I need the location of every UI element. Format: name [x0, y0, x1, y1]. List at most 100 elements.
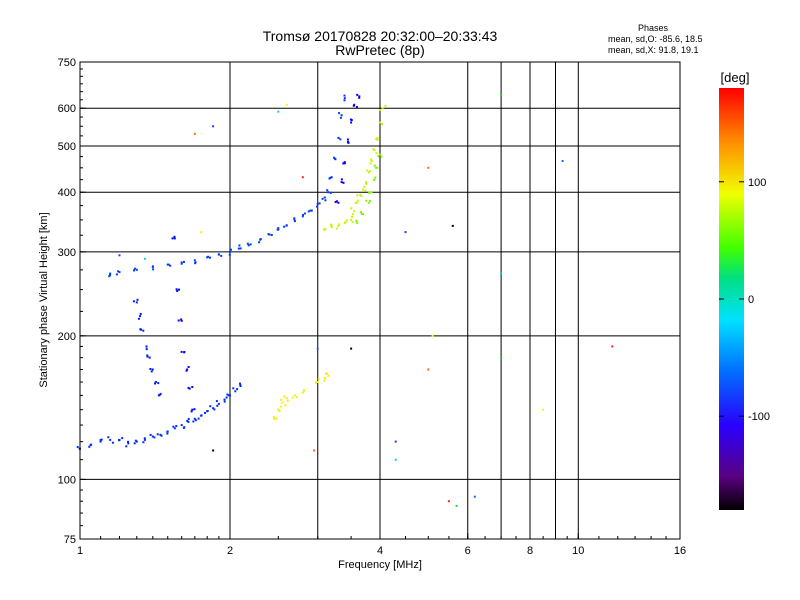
data-point [173, 237, 176, 240]
data-point [249, 243, 252, 246]
data-point [194, 261, 197, 264]
data-point [166, 430, 169, 433]
data-point [381, 107, 384, 110]
phase-stats-heading: Phases [638, 23, 669, 33]
data-point [344, 221, 347, 224]
y-axis-label: Stationary phase Virtual Height [km] [38, 212, 50, 387]
data-point [143, 438, 146, 441]
data-point [197, 417, 200, 420]
data-point [151, 368, 154, 371]
data-point [180, 319, 183, 322]
data-point [109, 274, 111, 277]
data-point [369, 162, 372, 165]
data-point [277, 110, 280, 113]
data-point [335, 200, 338, 203]
data-point [183, 351, 186, 354]
data-point [190, 410, 193, 413]
data-point [117, 270, 120, 273]
data-point [200, 231, 203, 234]
chart-title: Tromsø 20170828 20:32:00–20:33:43 [263, 28, 498, 44]
data-point [293, 217, 296, 220]
x-axis-label: Frequency [MHz] [338, 559, 422, 571]
data-point [351, 221, 354, 224]
data-point [343, 97, 346, 100]
data-point [354, 201, 357, 204]
data-point [315, 381, 317, 384]
y-tick-label: 600 [58, 103, 76, 115]
data-point [358, 95, 361, 98]
data-point [337, 201, 340, 204]
data-point [333, 156, 336, 159]
data-point [238, 244, 241, 247]
data-point [295, 396, 298, 399]
data-point [335, 227, 338, 230]
data-point [270, 234, 273, 236]
data-point [277, 408, 280, 411]
data-point [187, 386, 190, 389]
data-point [187, 366, 190, 368]
data-point [234, 390, 237, 393]
data-point [362, 188, 365, 191]
data-point [338, 112, 341, 115]
y-tick-label: 500 [58, 141, 76, 153]
data-point [273, 417, 276, 420]
data-point [171, 237, 174, 240]
data-point [339, 116, 342, 119]
data-point [173, 235, 176, 238]
data-point [350, 121, 353, 124]
data-point [307, 210, 310, 213]
data-point [378, 109, 381, 111]
data-point [356, 194, 359, 197]
data-point [175, 288, 178, 291]
data-point [355, 106, 358, 108]
data-point [324, 199, 327, 202]
data-point [367, 171, 370, 174]
data-point [326, 189, 329, 192]
data-point [360, 195, 363, 197]
data-point [317, 378, 320, 381]
data-point [316, 381, 319, 383]
data-point [356, 199, 359, 202]
data-point [343, 161, 346, 164]
data-point [167, 263, 170, 266]
data-point [180, 424, 183, 427]
x-tick-label: 2 [227, 545, 233, 557]
data-point [207, 255, 210, 258]
data-point [375, 152, 378, 155]
data-point [291, 396, 294, 399]
data-point [350, 207, 353, 210]
data-point [404, 231, 407, 234]
data-point [351, 213, 354, 216]
data-point [278, 409, 281, 412]
data-point [111, 441, 114, 444]
data-point [149, 433, 152, 436]
data-point [283, 395, 286, 398]
data-point [150, 370, 153, 373]
data-point [227, 394, 230, 397]
data-point [373, 164, 376, 167]
data-point [356, 221, 359, 224]
data-point [381, 123, 383, 125]
data-point [310, 209, 313, 212]
data-point [154, 382, 156, 385]
data-point [285, 103, 288, 106]
data-point [118, 271, 121, 274]
data-point [377, 155, 380, 158]
data-point [561, 160, 564, 162]
data-point [365, 199, 368, 202]
data-point [188, 387, 191, 390]
data-point [338, 223, 341, 226]
data-point [326, 372, 329, 375]
data-point [156, 433, 159, 436]
data-point [339, 138, 342, 141]
data-point [276, 228, 279, 231]
data-point [369, 191, 372, 194]
data-point [127, 442, 130, 445]
data-point [180, 261, 183, 264]
colorbar-label: [deg] [721, 70, 750, 85]
data-point [394, 458, 397, 461]
data-point [355, 220, 358, 223]
data-point [154, 381, 157, 383]
data-point [362, 213, 365, 215]
data-point [330, 176, 333, 179]
